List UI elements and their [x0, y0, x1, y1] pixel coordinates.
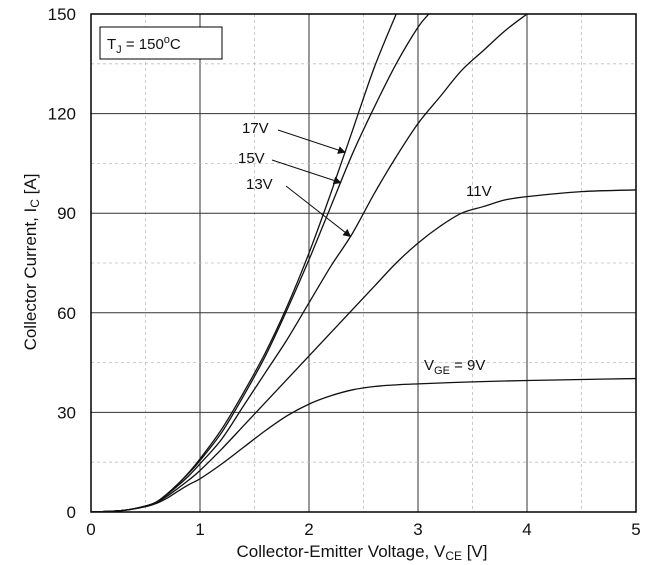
label-15v: 15V [238, 150, 265, 167]
x-tick-labels: 0 1 2 3 4 5 [86, 520, 640, 539]
label-arrows [271, 129, 352, 238]
arrow-13v [285, 185, 352, 238]
x-tick-label: 0 [86, 520, 95, 539]
curve-v-ge-9v [91, 377, 636, 512]
y-tick-label: 60 [57, 304, 76, 323]
label-11v: 11V [466, 183, 492, 200]
y-tick-label: 0 [67, 503, 76, 522]
curve-11v [91, 189, 636, 512]
condition-box: TJ = 150oC [99, 26, 223, 60]
label-17v: 17V [242, 120, 269, 137]
y-tick-label: 30 [57, 403, 76, 422]
y-tick-labels: 0 30 60 90 120 150 [48, 5, 76, 522]
curve-13v [91, 14, 528, 512]
arrow-17v [277, 129, 346, 154]
y-tick-label: 90 [57, 204, 76, 223]
x-tick-label: 1 [195, 520, 204, 539]
y-tick-label: 150 [48, 5, 76, 24]
plot-area-frame [90, 13, 637, 513]
grid [90, 13, 637, 513]
x-tick-label: 4 [522, 520, 531, 539]
arrow-15v [271, 159, 342, 185]
label-vge-9v: VGE = 9V [424, 357, 485, 377]
x-tick-label: 5 [631, 520, 640, 539]
x-tick-label: 3 [413, 520, 422, 539]
x-tick-label: 2 [304, 520, 313, 539]
curves [91, 14, 636, 512]
label-13v: 13V [246, 176, 273, 193]
x-axis-title: Collector-Emitter Voltage, VCE [V] [237, 542, 488, 563]
y-tick-label: 120 [48, 105, 76, 124]
y-axis-title: Collector Current, IC [A] [21, 174, 42, 351]
condition-text: TJ = 150oC [107, 34, 181, 56]
